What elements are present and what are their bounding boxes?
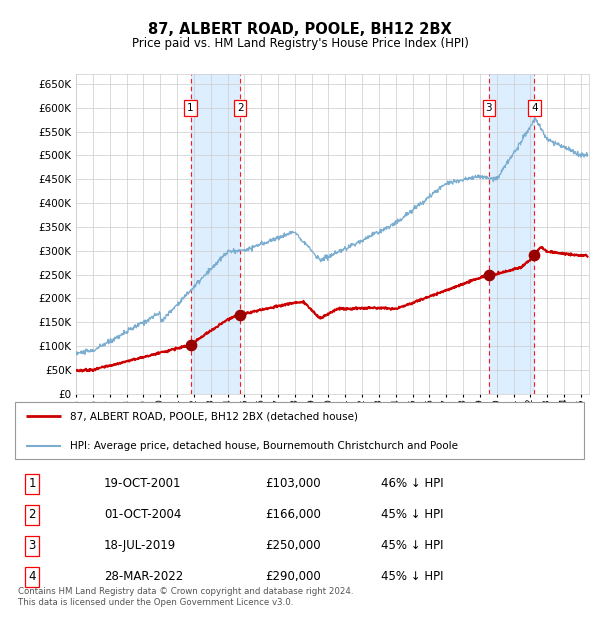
Text: Price paid vs. HM Land Registry's House Price Index (HPI): Price paid vs. HM Land Registry's House …: [131, 37, 469, 50]
Text: 18-JUL-2019: 18-JUL-2019: [104, 539, 176, 552]
Text: 46% ↓ HPI: 46% ↓ HPI: [380, 477, 443, 490]
Text: 87, ALBERT ROAD, POOLE, BH12 2BX: 87, ALBERT ROAD, POOLE, BH12 2BX: [148, 22, 452, 37]
Point: [484, 270, 494, 280]
FancyBboxPatch shape: [15, 402, 584, 459]
Text: HPI: Average price, detached house, Bournemouth Christchurch and Poole: HPI: Average price, detached house, Bour…: [70, 441, 458, 451]
Point: [530, 250, 539, 260]
Text: 1: 1: [187, 103, 194, 113]
Text: 4: 4: [531, 103, 538, 113]
Text: £290,000: £290,000: [265, 570, 321, 583]
Text: 28-MAR-2022: 28-MAR-2022: [104, 570, 184, 583]
Text: £103,000: £103,000: [265, 477, 321, 490]
Text: 3: 3: [485, 103, 492, 113]
Text: £250,000: £250,000: [265, 539, 321, 552]
Text: 1: 1: [28, 477, 36, 490]
Text: 45% ↓ HPI: 45% ↓ HPI: [380, 539, 443, 552]
Text: 19-OCT-2001: 19-OCT-2001: [104, 477, 182, 490]
Text: Contains HM Land Registry data © Crown copyright and database right 2024.
This d: Contains HM Land Registry data © Crown c…: [18, 587, 353, 607]
Point: [186, 340, 196, 350]
Text: 01-OCT-2004: 01-OCT-2004: [104, 508, 182, 521]
Bar: [191, 74, 240, 394]
Text: 3: 3: [28, 539, 36, 552]
Point: [235, 309, 245, 319]
Text: 45% ↓ HPI: 45% ↓ HPI: [380, 570, 443, 583]
Text: 4: 4: [28, 570, 36, 583]
Bar: [489, 74, 535, 394]
Text: 45% ↓ HPI: 45% ↓ HPI: [380, 508, 443, 521]
Text: 2: 2: [28, 508, 36, 521]
Text: 87, ALBERT ROAD, POOLE, BH12 2BX (detached house): 87, ALBERT ROAD, POOLE, BH12 2BX (detach…: [70, 411, 358, 421]
Text: £166,000: £166,000: [265, 508, 322, 521]
Text: 2: 2: [237, 103, 244, 113]
